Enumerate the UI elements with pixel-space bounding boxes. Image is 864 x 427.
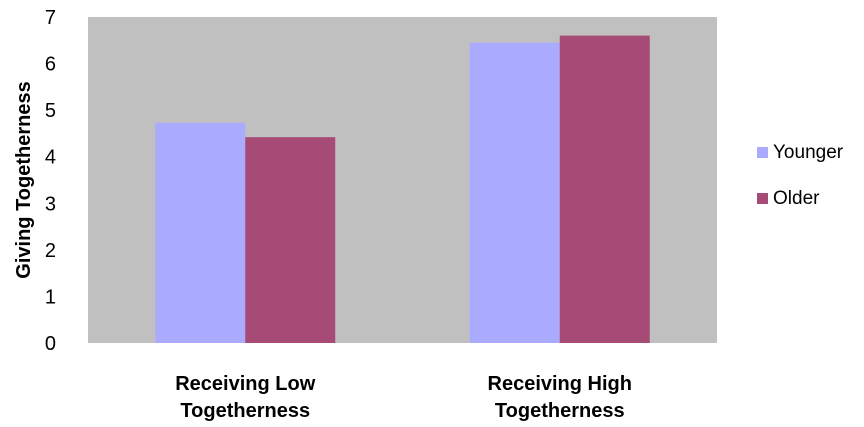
- y-tick-label: 2: [45, 240, 56, 262]
- legend: Younger Older: [757, 142, 844, 209]
- legend-swatch-younger: [757, 147, 768, 158]
- bar-older-2: [560, 36, 650, 343]
- y-tick-label: 5: [45, 100, 56, 122]
- category-label: Togetherness: [180, 400, 310, 422]
- y-axis-label: Giving Togetherness: [13, 81, 35, 278]
- category-label: Togetherness: [495, 400, 625, 422]
- legend-label-older: Older: [773, 188, 820, 209]
- bar-older-1: [245, 137, 335, 343]
- y-tick-label: 3: [45, 193, 56, 215]
- bar-younger-1: [155, 123, 245, 343]
- x-axis-categories: Receiving Low Togetherness Receiving High T…: [175, 373, 632, 422]
- y-axis-ticks: 0 1 2 3 4 5 6 7: [45, 7, 56, 355]
- legend-swatch-older: [757, 193, 768, 204]
- legend-label-younger: Younger: [773, 142, 844, 163]
- y-tick-label: 4: [45, 147, 56, 169]
- y-tick-label: 1: [45, 286, 56, 308]
- y-tick-label: 0: [45, 333, 56, 355]
- bar-younger-2: [470, 43, 560, 343]
- category-label: Receiving High: [488, 373, 632, 395]
- y-tick-label: 6: [45, 54, 56, 76]
- category-label: Receiving Low: [175, 373, 315, 395]
- y-tick-label: 7: [45, 7, 56, 29]
